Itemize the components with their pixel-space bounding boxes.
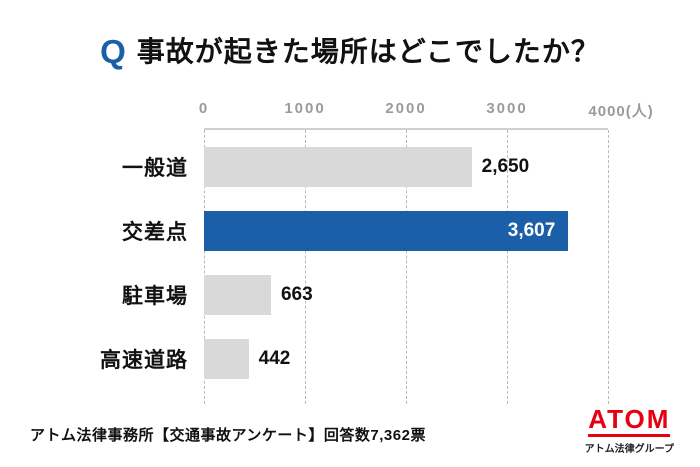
value-label: 2,650 — [481, 156, 530, 177]
value-label: 442 — [258, 348, 291, 369]
category-label: 交差点 — [122, 221, 188, 244]
bar: 2,650 — [204, 147, 529, 187]
x-tick-label: 0 — [198, 100, 210, 117]
gridline — [406, 130, 407, 404]
bar-row: 駐車場 663 — [122, 275, 608, 315]
gridline — [608, 130, 609, 404]
bar: 663 — [204, 275, 313, 315]
category-label: 一般道 — [122, 157, 188, 180]
source-caption: アトム法律事務所【交通事故アンケート】回答数7,362票 — [30, 427, 426, 444]
atom-logo-text: ATOM — [588, 406, 671, 437]
page-title: Q 事故が起きた場所はどこでしたか？ — [0, 30, 700, 71]
bar-row: 交差点 3,607 — [122, 211, 608, 251]
gridline — [204, 130, 205, 404]
value-label: 663 — [280, 284, 313, 305]
bar: 442 — [204, 339, 290, 379]
highlighted-bar: 3,607 — [204, 211, 569, 251]
gridline — [507, 130, 508, 404]
title-text: 事故が起きた場所はどこでしたか？ — [136, 36, 600, 67]
bar-row: 一般道 2,650 — [122, 147, 608, 187]
x-tick-label: 1000 — [284, 100, 326, 117]
x-tick-label: 4000(人) — [588, 103, 654, 120]
category-label: 高速道路 — [100, 349, 188, 372]
bar-row: 高速道路 442 — [100, 339, 608, 379]
value-label: 3,607 — [507, 220, 556, 241]
question-mark-icon: Q — [100, 33, 127, 70]
gridline — [305, 130, 306, 404]
plot-area: 一般道 2,650 交差点 3,607 駐車場 663 高速道路 442 — [100, 128, 609, 404]
atom-logo-subtitle: アトム法律グループ — [584, 444, 674, 455]
brand-logo: ATOM アトム法律グループ — [585, 406, 674, 455]
axis-ticks: 0 1000 2000 3000 4000(人) — [199, 100, 653, 124]
x-tick-label: 3000 — [486, 100, 528, 117]
x-tick-label: 2000 — [385, 100, 427, 117]
category-label: 駐車場 — [122, 285, 188, 308]
